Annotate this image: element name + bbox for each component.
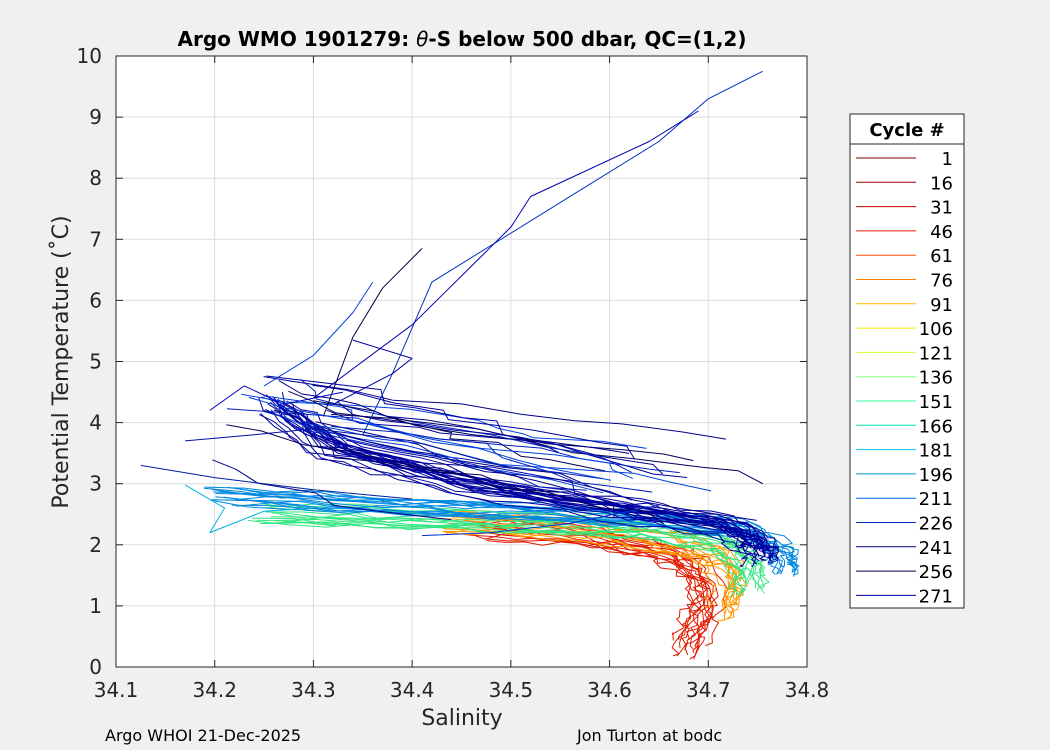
profile-trace — [248, 396, 634, 479]
y-tick-label: 7 — [89, 227, 102, 251]
x-tick-label: 34.1 — [94, 678, 139, 702]
legend-label: 271 — [919, 586, 953, 607]
profile-trace — [475, 515, 708, 641]
profile-trace — [336, 400, 664, 475]
legend-label: 121 — [919, 343, 953, 364]
x-tick-label: 34.5 — [489, 678, 534, 702]
profile-trace — [331, 446, 664, 525]
profile-trace — [288, 390, 606, 472]
legend-label: 1 — [942, 149, 953, 170]
y-tick-label: 8 — [89, 166, 102, 190]
profile-trace — [331, 431, 615, 518]
outlier-trace — [184, 484, 314, 534]
legend-label: 226 — [919, 514, 953, 535]
footer-right-credit: Jon Turton at bodc — [577, 726, 723, 745]
profile-trace — [263, 376, 727, 440]
profile-trace — [443, 530, 738, 621]
profile-trace — [251, 517, 746, 594]
profile-trace — [331, 426, 653, 493]
legend: Cycle # 11631466176911061211361511661811… — [849, 113, 965, 609]
profile-trace — [256, 519, 745, 597]
profile-trace — [300, 378, 632, 473]
legend-label: 151 — [919, 392, 953, 413]
legend-title: Cycle # — [869, 120, 944, 141]
x-tick-label: 34.8 — [785, 678, 830, 702]
x-tick-label: 34.6 — [587, 678, 632, 702]
profile-trace — [226, 424, 560, 493]
profile-trace — [312, 384, 636, 460]
legend-label: 256 — [919, 562, 953, 583]
legend-label: 181 — [919, 441, 953, 462]
legend-label: 166 — [919, 416, 953, 437]
profile-trace — [315, 421, 757, 521]
legend-box — [849, 113, 965, 609]
y-tick-label: 2 — [89, 533, 102, 557]
legend-entries: 1 16 31 46 61 76 91 106 121 136 151 166 181 196 211 226… — [856, 149, 953, 607]
profile-trace — [292, 403, 780, 561]
y-tick-label: 4 — [89, 411, 102, 435]
outlier-trace — [421, 504, 660, 537]
outlier-trace — [313, 110, 699, 399]
outlier-trace — [140, 464, 413, 500]
legend-label: 106 — [919, 319, 953, 340]
axis-ticks: 34.1 34.2 34.3 34.4 34.5 34.6 34.7 34.8 0 1 2 3 4 5 6 7… — [77, 44, 830, 702]
outlier-trace — [209, 385, 344, 411]
legend-label: 136 — [919, 368, 953, 389]
profile-trace — [271, 512, 762, 589]
x-tick-label: 34.3 — [291, 678, 336, 702]
outlier-trace — [332, 339, 413, 405]
legend-label: 76 — [930, 271, 953, 292]
footer-left-credit: Argo WHOI 21-Dec-2025 — [105, 726, 302, 745]
y-tick-label: 0 — [89, 655, 102, 679]
x-tick-label: 34.7 — [686, 678, 731, 702]
profile-trace — [212, 459, 452, 521]
profile-trace — [211, 488, 778, 564]
profile-trace — [279, 403, 770, 555]
profile-trace — [260, 413, 632, 501]
x-axis-label: Salinity — [421, 706, 502, 731]
y-tick-label: 5 — [89, 350, 102, 374]
profile-trace — [266, 375, 559, 453]
y-tick-label: 10 — [77, 44, 102, 68]
y-axis-label: Potential Temperature (˚C) — [49, 215, 74, 508]
legend-label: 211 — [919, 489, 953, 510]
y-tick-label: 9 — [89, 105, 102, 129]
data-traces — [140, 70, 800, 660]
legend-label: 16 — [930, 173, 953, 194]
x-tick-label: 34.4 — [390, 678, 435, 702]
legend-label: 196 — [919, 465, 953, 486]
outlier-trace — [185, 428, 512, 469]
legend-label: 61 — [930, 246, 953, 267]
x-tick-label: 34.2 — [192, 678, 237, 702]
profile-trace — [442, 531, 727, 622]
profile-trace — [263, 411, 603, 480]
outlier-trace — [322, 248, 423, 417]
legend-label: 241 — [919, 538, 953, 559]
profile-trace — [279, 403, 587, 491]
legend-label: 31 — [930, 198, 953, 219]
profile-trace — [346, 439, 689, 517]
legend-label: 46 — [930, 222, 953, 243]
y-tick-label: 3 — [89, 472, 102, 496]
y-tick-label: 1 — [89, 594, 102, 618]
profile-trace — [479, 531, 712, 656]
legend-label: 91 — [930, 295, 953, 316]
chart-title: Argo WMO 1901279: θ-S below 500 dbar, QC… — [178, 27, 747, 51]
profile-trace — [258, 414, 749, 568]
y-tick-label: 6 — [89, 288, 102, 312]
outlier-trace — [263, 281, 374, 387]
